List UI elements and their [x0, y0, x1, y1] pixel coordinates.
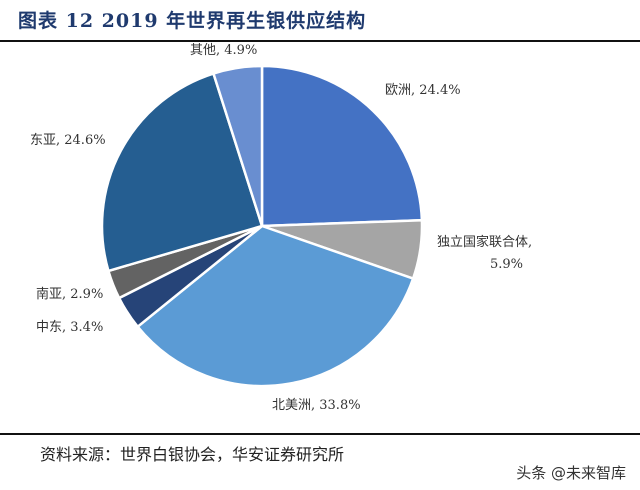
chart-title: 图表 12 2019 年世界再生银供应结构 — [18, 10, 367, 32]
source-divider — [0, 433, 640, 435]
source-note: 资料来源：世界白银协会，华安证券研究所 — [40, 445, 345, 464]
pie-chart: 欧洲, 24.4% 独立国家联合体, 5.9% 北美洲, 33.8% 中东, 3.4% 南… — [30, 43, 532, 413]
slice-label: 南亚, 2.9% — [36, 286, 103, 302]
slice-label: 其他, 4.9% — [190, 43, 257, 58]
slice-label-line2: 5.9% — [490, 257, 523, 272]
slice-label: 中东, 3.4% — [36, 320, 103, 335]
pie-slice-6 — [100, 71, 264, 273]
slice-label: 北美洲, 33.8% — [272, 398, 361, 413]
title-divider — [0, 40, 640, 42]
slice-label: 欧洲, 24.4% — [385, 83, 461, 98]
slice-label: 独立国家联合体, — [437, 234, 532, 250]
pie-slice-3 — [135, 224, 415, 388]
pie-slice-7 — [211, 64, 264, 227]
watermark: 头条 @未来智库 — [516, 464, 626, 482]
slice-label: 东亚, 24.6% — [30, 133, 106, 148]
pie-slice-1 — [260, 64, 424, 228]
